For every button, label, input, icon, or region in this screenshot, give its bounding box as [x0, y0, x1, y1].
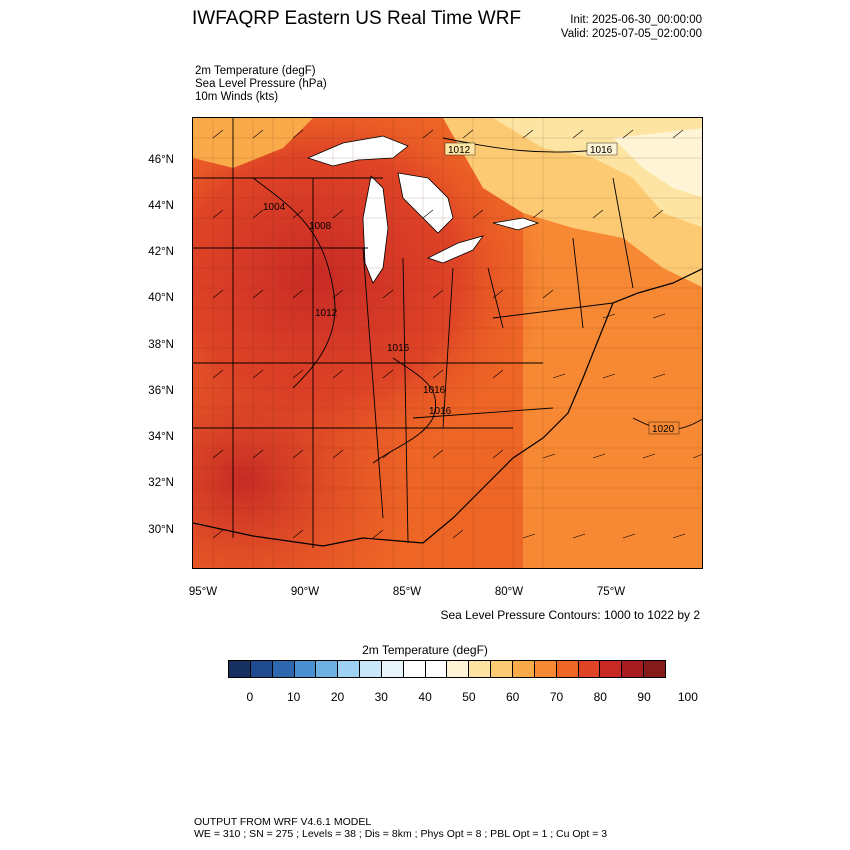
temperature-northeast-cool	[613, 128, 702, 198]
pressure-label-1016-tennessee: 1016	[423, 385, 446, 396]
valid-time: Valid: 2025-07-05_02:00:00	[560, 28, 702, 40]
colorbar-tick-label: 70	[549, 690, 564, 704]
lat-label-46: 46°N	[148, 154, 174, 166]
colorbar-swatch	[425, 661, 448, 677]
lat-label-42: 42°N	[148, 246, 174, 258]
colorbar-swatch	[447, 661, 470, 677]
model-config: WE = 310 ; SN = 275 ; Levels = 38 ; Dis …	[194, 828, 608, 840]
map-title: IWFAQRP Eastern US Real Time WRF	[192, 8, 522, 29]
colorbar-title: 2m Temperature (degF)	[362, 643, 488, 657]
colorbar-tick-label: 50	[462, 690, 476, 704]
svg-text:1004: 1004	[263, 202, 286, 213]
pressure-label-1004: 1004	[263, 202, 286, 213]
colorbar-swatch	[556, 661, 579, 677]
field-list: 2m Temperature (degF) Sea Level Pressure…	[195, 65, 327, 104]
lon-label-95: 95°W	[188, 586, 218, 598]
colorbar-swatch	[229, 661, 251, 677]
lon-label-75: 75°W	[596, 586, 626, 598]
pressure-label-1016-appalachia: 1016	[429, 406, 452, 417]
model-version: OUTPUT FROM WRF V4.6.1 MODEL	[194, 816, 372, 828]
lake-michigan	[362, 175, 389, 284]
colorbar-swatch	[294, 661, 317, 677]
colorbar-tick-label: 60	[506, 690, 520, 704]
pressure-label-1012-midwest: 1012	[315, 308, 338, 319]
lat-label-38: 38°N	[148, 339, 174, 351]
pressure-label-1008: 1008	[309, 221, 332, 232]
field-temperature: 2m Temperature (degF)	[195, 65, 316, 77]
county-borders	[193, 118, 702, 568]
colorbar-swatch	[381, 661, 404, 677]
colorbar-tick-label: 0	[246, 690, 254, 704]
svg-text:1016: 1016	[423, 385, 446, 396]
lat-label-36: 36°N	[148, 385, 174, 397]
wind-barbs	[212, 129, 702, 539]
colorbar-tick-label: 30	[374, 690, 388, 704]
colorbar-swatch	[360, 661, 382, 677]
colorbar-swatch	[512, 661, 535, 677]
colorbar-swatch	[403, 661, 426, 677]
colorbar-swatch	[316, 661, 339, 677]
pressure-label-1020: 1020	[648, 421, 680, 435]
colorbar-swatch	[578, 661, 601, 677]
lon-label-80: 80°W	[494, 586, 524, 598]
pressure-label-1016-kentucky: 1016	[387, 343, 410, 354]
svg-text:1008: 1008	[309, 221, 332, 232]
colorbar-swatch	[600, 661, 623, 677]
colorbar-swatch	[534, 661, 557, 677]
weather-map: 1012 1016 1004 1008 1012 1016 1016 10	[192, 117, 703, 569]
colorbar-tick-label: 10	[287, 690, 301, 704]
init-time: Init: 2025-06-30_00:00:00	[570, 14, 702, 26]
lat-label-34: 34°N	[148, 431, 174, 443]
colorbar-tick-label: 90	[637, 690, 651, 704]
colorbar-tick-label: 100	[677, 690, 698, 704]
colorbar-tick-label: 40	[418, 690, 432, 704]
colorbar-swatch	[644, 661, 665, 677]
pressure-label-1016-northeast: 1016	[586, 142, 618, 156]
colorbar-swatch	[469, 661, 492, 677]
svg-text:1020: 1020	[652, 424, 675, 435]
svg-text:1016: 1016	[590, 145, 613, 156]
colorbar-swatch	[622, 661, 645, 677]
lat-label-30: 30°N	[148, 524, 174, 536]
colorbar-swatch	[338, 661, 361, 677]
pressure-label-group: 1012 1016 1004 1008 1012 1016 1016 10	[263, 142, 680, 435]
svg-text:1012: 1012	[448, 145, 471, 156]
svg-text:1016: 1016	[429, 406, 452, 417]
map-canvas: 1012 1016 1004 1008 1012 1016 1016 10	[193, 118, 702, 568]
lat-label-32: 32°N	[148, 477, 174, 489]
colorbar-swatch	[272, 661, 295, 677]
colorbar-tick-label: 80	[593, 690, 607, 704]
lon-label-85: 85°W	[392, 586, 422, 598]
model-info: OUTPUT FROM WRF V4.6.1 MODEL WE = 310 ; …	[194, 816, 607, 840]
colorbar-swatch	[491, 661, 513, 677]
svg-text:1016: 1016	[387, 343, 410, 354]
svg-text:1012: 1012	[315, 308, 338, 319]
contour-note: Sea Level Pressure Contours: 1000 to 102…	[440, 608, 701, 622]
colorbar-swatch	[250, 661, 273, 677]
pressure-label-1012-north: 1012	[444, 142, 476, 156]
lat-label-44: 44°N	[148, 200, 174, 212]
field-pressure: Sea Level Pressure (hPa)	[195, 78, 327, 90]
lat-label-40: 40°N	[148, 292, 174, 304]
lake-erie	[426, 235, 484, 264]
colorbar-tick-label: 20	[330, 690, 345, 704]
state-borders	[193, 118, 634, 548]
time-info: Init: 2025-06-30_00:00:00 Valid: 2025-07…	[561, 13, 702, 41]
colorbar	[228, 660, 666, 678]
field-winds: 10m Winds (kts)	[195, 91, 279, 103]
lon-label-90: 90°W	[290, 586, 320, 598]
